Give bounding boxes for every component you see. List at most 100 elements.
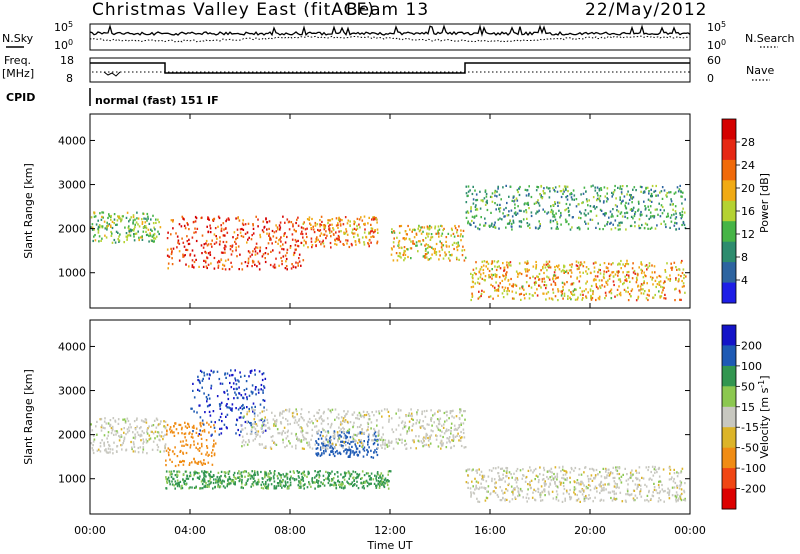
- data-cell: [336, 471, 339, 474]
- data-cell: [546, 212, 548, 215]
- data-cell: [178, 423, 180, 426]
- data-cell: [543, 263, 545, 266]
- data-cell: [332, 453, 335, 456]
- data-cell: [103, 434, 106, 437]
- data-cell: [239, 416, 242, 419]
- data-cell: [631, 209, 633, 212]
- data-cell: [582, 482, 584, 485]
- data-cell: [182, 452, 185, 455]
- data-cell: [436, 435, 438, 438]
- data-cell: [574, 466, 577, 470]
- data-cell: [217, 485, 219, 488]
- data-cell: [437, 410, 439, 413]
- data-cell: [525, 270, 527, 273]
- data-cell: [342, 430, 344, 433]
- data-cell: [514, 203, 516, 206]
- data-cell: [450, 227, 453, 230]
- data-cell: [338, 437, 341, 440]
- data-cell: [439, 240, 441, 243]
- data-cell: [116, 430, 118, 433]
- data-cell: [298, 476, 300, 479]
- data-cell: [580, 480, 582, 483]
- data-cell: [397, 442, 399, 445]
- data-cell: [680, 481, 683, 484]
- data-cell: [453, 438, 455, 441]
- data-cell: [272, 265, 275, 268]
- data-cell: [231, 250, 234, 253]
- data-cell: [145, 225, 147, 228]
- data-cell: [331, 483, 333, 486]
- data-cell: [93, 211, 96, 214]
- data-cell: [587, 268, 590, 271]
- data-cell: [166, 237, 169, 240]
- data-cell: [223, 480, 225, 483]
- data-cell: [644, 483, 646, 486]
- data-cell: [638, 224, 640, 227]
- colorbar-segment: [722, 200, 736, 222]
- data-cell: [275, 257, 277, 260]
- data-cell: [256, 265, 258, 268]
- data-cell: [112, 417, 115, 420]
- data-cell: [265, 424, 267, 427]
- data-cell: [371, 439, 373, 442]
- data-cell: [286, 485, 289, 488]
- data-cell: [675, 212, 677, 215]
- data-cell: [379, 484, 381, 488]
- data-cell: [368, 239, 371, 242]
- data-cell: [681, 223, 683, 227]
- data-cell: [534, 498, 536, 501]
- data-cell: [663, 286, 665, 289]
- data-cell: [600, 188, 603, 191]
- data-cell: [352, 424, 355, 427]
- data-cell: [165, 476, 167, 479]
- data-cell: [399, 433, 402, 436]
- data-cell: [551, 298, 554, 301]
- data-cell: [159, 439, 161, 442]
- data-cell: [420, 243, 423, 246]
- data-cell: [206, 446, 209, 449]
- data-cell: [538, 278, 541, 281]
- data-cell: [330, 444, 332, 447]
- data-cell: [241, 227, 243, 231]
- data-cell: [298, 257, 300, 260]
- data-cell: [435, 438, 438, 441]
- data-cell: [527, 469, 530, 472]
- data-cell: [336, 449, 338, 453]
- data-cell: [607, 279, 609, 282]
- data-cell: [489, 295, 492, 298]
- data-cell: [625, 201, 627, 204]
- data-cell: [298, 418, 301, 421]
- data-cell: [245, 483, 248, 486]
- data-cell: [297, 484, 300, 487]
- data-cell: [348, 245, 351, 249]
- data-cell: [512, 491, 514, 494]
- data-cell: [289, 422, 291, 426]
- data-cell: [192, 436, 194, 439]
- data-cell: [354, 443, 356, 446]
- data-cell: [406, 233, 408, 236]
- data-cell: [99, 441, 102, 445]
- data-cell: [196, 227, 199, 230]
- data-cell: [675, 277, 677, 280]
- data-cell: [206, 397, 209, 401]
- data-cell: [122, 215, 124, 218]
- data-cell: [482, 200, 484, 203]
- data-cell: [308, 216, 311, 219]
- data-cell: [212, 218, 214, 221]
- data-cell: [263, 225, 266, 228]
- data-cell: [258, 268, 261, 271]
- data-cell: [159, 226, 162, 229]
- data-cell: [358, 238, 360, 241]
- data-cell: [456, 229, 459, 232]
- data-cell: [333, 233, 335, 236]
- data-cell: [517, 494, 519, 498]
- data-cell: [492, 225, 494, 228]
- data-cell: [294, 244, 297, 247]
- data-cell: [601, 489, 604, 492]
- data-cell: [197, 378, 199, 382]
- data-cell: [171, 450, 174, 453]
- data-cell: [201, 487, 204, 490]
- data-cell: [165, 464, 167, 467]
- data-cell: [330, 246, 332, 249]
- data-cell: [546, 275, 548, 278]
